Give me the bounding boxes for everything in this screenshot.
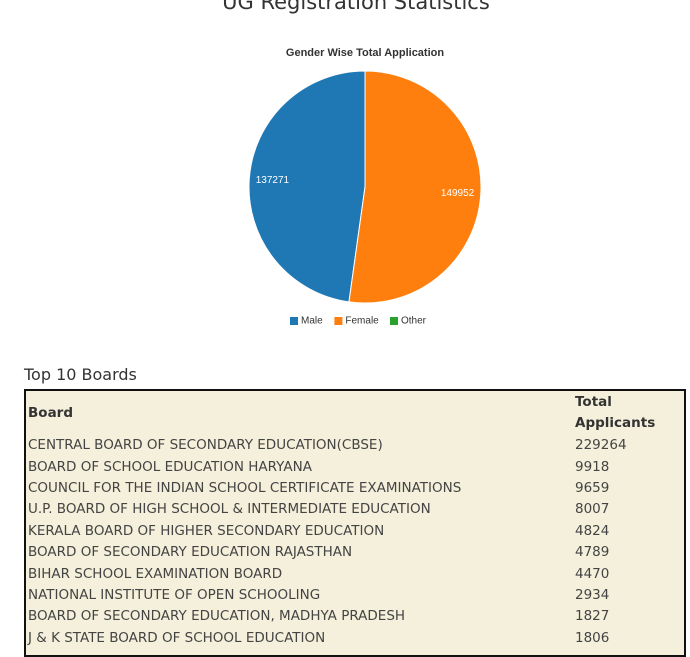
applicants-cell: 4789 [575,544,610,561]
board-cell: BOARD OF SECONDARY EDUCATION, MADHYA PRA… [28,608,406,625]
legend-label: Other [401,316,427,327]
boards-table: Board Total Applicants CENTRAL BOARD OF … [26,391,684,649]
legend-label: Female [345,316,379,327]
chart-title: Gender Wise Total Application [286,47,444,59]
board-cell: BOARD OF SECONDARY EDUCATION RAJASTHAN [28,544,353,561]
board-row: U.P. BOARD OF HIGH SCHOOL & INTERMEDIATE… [26,499,684,520]
table-title: Top 10 Boards [24,365,137,384]
pie-chart: Gender Wise Total Application 137271 1499… [248,47,482,327]
applicants-cell: 9659 [575,479,610,496]
header-row: Board Total Applicants [26,391,684,435]
board-cell: J & K STATE BOARD OF SCHOOL EDUCATION [28,629,326,646]
applicants-cell: 9918 [575,458,610,475]
applicants-cell: 4470 [575,565,610,582]
board-row: BIHAR SCHOOL EXAMINATION BOARD 4470 [26,563,684,584]
slice-label: 137271 [256,175,290,186]
legend-swatch [390,317,398,325]
board-row: BOARD OF SCHOOL EDUCATION HARYANA 9918 [26,456,684,477]
legend-swatch [290,317,298,325]
board-row: J & K STATE BOARD OF SCHOOL EDUCATION 180… [26,628,684,649]
board-cell: CENTRAL BOARD OF SECONDARY EDUCATION(CBS… [28,437,383,454]
pie-slice [248,70,366,303]
board-cell: KERALA BOARD OF HIGHER SECONDARY EDUCATI… [28,522,385,539]
legend-label: Male [301,316,323,327]
board-row: NATIONAL INSTITUTE OF OPEN SCHOOLING 2934 [26,585,684,606]
table-box: Board Total Applicants CENTRAL BOARD OF … [24,389,686,657]
board-row: CENTRAL BOARD OF SECONDARY EDUCATION(CBS… [26,435,684,456]
board-row: BOARD OF SECONDARY EDUCATION RAJASTHAN 47… [26,542,684,563]
pie-slice [348,70,482,304]
board-cell: COUNCIL FOR THE INDIAN SCHOOL CERTIFICAT… [28,479,462,496]
applicants-cell: 4824 [575,522,610,539]
board-cell: BOARD OF SCHOOL EDUCATION HARYANA [28,458,312,475]
board-row: COUNCIL FOR THE INDIAN SCHOOL CERTIFICAT… [26,478,684,499]
slice-label: 149952 [441,188,475,199]
applicants-cell: 1827 [575,608,610,625]
board-row: KERALA BOARD OF HIGHER SECONDARY EDUCATI… [26,521,684,542]
board-cell: NATIONAL INSTITUTE OF OPEN SCHOOLING [28,586,321,603]
applicants-cell: 2934 [575,586,610,603]
legend-swatch [334,317,343,325]
applicants-cell: 1806 [575,629,610,646]
board-cell: U.P. BOARD OF HIGH SCHOOL & INTERMEDIATE… [28,501,431,518]
board-cell: BIHAR SCHOOL EXAMINATION BOARD [28,565,283,582]
board-row: BOARD OF SECONDARY EDUCATION, MADHYA PRA… [26,606,684,627]
header-cell: Total Applicants [575,394,656,431]
page-title: UG Registration Statistics [222,0,490,14]
applicants-cell: 8007 [575,501,610,518]
header-cell: Board [28,405,73,421]
applicants-cell: 229264 [575,437,627,454]
